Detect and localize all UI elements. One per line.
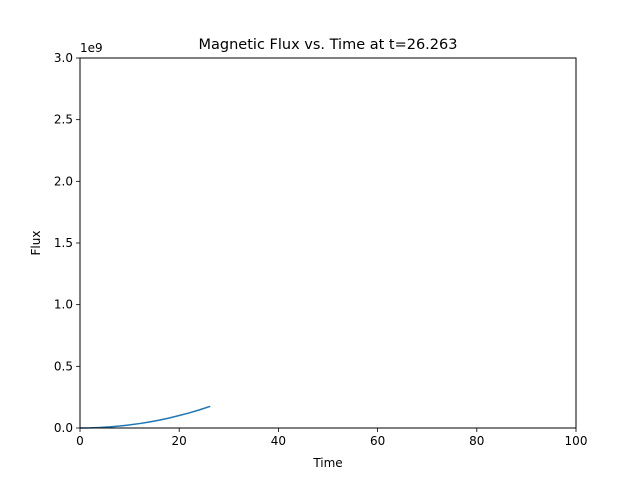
y-offset-label: 1e9 [80, 41, 103, 55]
y-tick-label: 2.5 [54, 113, 73, 127]
x-tick-label: 40 [271, 434, 286, 448]
x-tick-label: 100 [565, 434, 588, 448]
y-tick-label: 3.0 [54, 51, 73, 65]
plot-area: 0 20 40 60 80 100 0.0 0.5 1.0 1.5 2.0 2.5 3.0 [54, 51, 588, 448]
x-tick-label: 20 [172, 434, 187, 448]
y-tick-label: 1.5 [54, 236, 73, 250]
x-axis-label: Time [312, 456, 342, 470]
chart-title: Magnetic Flux vs. Time at t=26.263 [199, 37, 458, 53]
y-tick-label: 2.0 [54, 174, 73, 188]
x-tick-label: 60 [370, 434, 385, 448]
y-axis-label: Flux [29, 231, 43, 256]
y-tick-label: 1.0 [54, 298, 73, 312]
series-line-0 [79, 405, 211, 429]
axes-frame [79, 57, 577, 429]
x-tick-label: 80 [469, 434, 484, 448]
y-tick-label: 0.0 [54, 421, 73, 435]
y-tick-label: 0.5 [54, 359, 73, 373]
x-tick-label: 0 [76, 434, 84, 448]
